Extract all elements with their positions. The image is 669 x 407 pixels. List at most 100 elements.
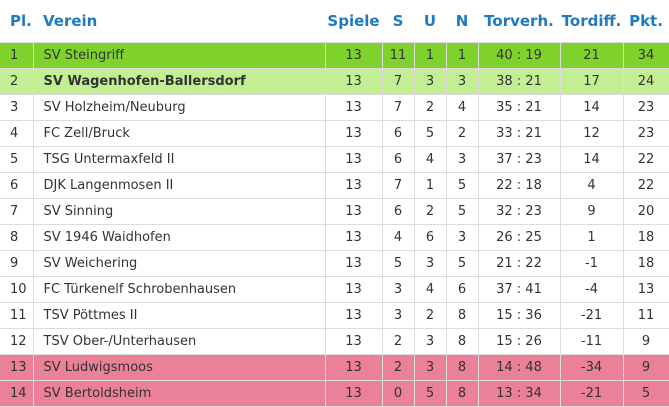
table-cell: 13 — [324, 224, 383, 251]
table-cell: 6 — [381, 146, 415, 173]
table-cell: 1 — [0, 42, 34, 69]
table-row[interactable]: 13 SV Ludwigsmoos 13 2 3 8 14 : 48 -34 9 — [0, 354, 669, 381]
table-cell: 35 : 21 — [477, 94, 561, 121]
table-cell: 9 — [622, 354, 669, 381]
table-cell: 13 — [324, 198, 383, 225]
table-row[interactable]: 10 FC Türkenelf Schrobenhausen 13 3 4 6 37 : 4… — [0, 276, 669, 303]
table-cell: 14 : 48 — [477, 354, 561, 381]
header-row: Pl. Verein Spiele S U N Torverh. Tordiff. Pkt. — [0, 0, 669, 43]
table-row[interactable]: 8 SV 1946 Waidhofen 13 4 6 3 26 : 25 1 18 — [0, 224, 669, 251]
table-cell: 7 — [0, 198, 34, 225]
table-cell: 5 — [381, 250, 415, 277]
table-row[interactable]: 9 SV Weichering 13 5 3 5 21 : 22 -1 18 — [0, 250, 669, 277]
column-header: Verein — [43, 12, 98, 30]
table-cell: 23 — [622, 94, 669, 121]
table-cell: 14 — [0, 380, 34, 407]
table-cell: 2 — [0, 68, 34, 95]
table-cell: 5 — [413, 120, 447, 147]
table-cell: 8 — [0, 224, 34, 251]
table-cell: 13 — [324, 146, 383, 173]
table-cell: 5 — [445, 172, 479, 199]
table-cell: 3 — [381, 302, 415, 329]
table-cell: 8 — [445, 380, 479, 407]
table-cell: 22 : 18 — [477, 172, 561, 199]
table-row[interactable]: 6 DJK Langenmosen II 13 7 1 5 22 : 18 4 22 — [0, 172, 669, 199]
table-cell: 40 : 19 — [477, 42, 561, 69]
table-cell: 3 — [445, 68, 479, 95]
table-cell: 3 — [413, 68, 447, 95]
table-cell: 2 — [381, 328, 415, 355]
table-cell: 13 — [324, 172, 383, 199]
column-header: U — [423, 12, 437, 30]
table-cell: 4 — [413, 276, 447, 303]
table-cell: 33 : 21 — [477, 120, 561, 147]
table-cell: 38 : 21 — [477, 68, 561, 95]
table-cell: 6 — [445, 276, 479, 303]
table-cell: 3 — [413, 328, 447, 355]
table-cell: 32 : 23 — [477, 198, 561, 225]
table-cell: 13 — [324, 302, 383, 329]
table-cell: 18 — [622, 224, 669, 251]
column-header: Tordiff. — [561, 12, 622, 30]
table-cell: 7 — [381, 94, 415, 121]
team-name: SV Bertoldsheim — [32, 380, 326, 407]
table-row[interactable]: 1 SV Steingriff 13 11 1 1 40 : 19 21 34 — [0, 42, 669, 69]
table-cell: 4 — [445, 94, 479, 121]
table-cell: 22 — [622, 146, 669, 173]
table-row[interactable]: 2 SV Wagenhofen-Ballersdorf 13 7 3 3 38 : 21 17… — [0, 68, 669, 95]
table-row[interactable]: 5 TSG Untermaxfeld II 13 6 4 3 37 : 23 14 22 — [0, 146, 669, 173]
table-cell: 2 — [413, 302, 447, 329]
table-cell: 15 : 26 — [477, 328, 561, 355]
table-cell: 13 — [0, 354, 34, 381]
table-cell: -21 — [559, 302, 624, 329]
table-cell: 13 — [324, 328, 383, 355]
team-name: SV Wagenhofen-Ballersdorf — [32, 68, 326, 95]
column-header: S — [392, 12, 404, 30]
table-cell: 6 — [0, 172, 34, 199]
table-cell: 1 — [559, 224, 624, 251]
table-row[interactable]: 7 SV Sinning 13 6 2 5 32 : 23 9 20 — [0, 198, 669, 225]
table-cell: 13 — [324, 380, 383, 407]
team-name: DJK Langenmosen II — [32, 172, 326, 199]
team-name: SV 1946 Waidhofen — [32, 224, 326, 251]
table-cell: 5 — [445, 198, 479, 225]
team-name: TSV Pöttmes II — [32, 302, 326, 329]
table-cell: 13 — [622, 276, 669, 303]
table-row[interactable]: 12 TSV Ober-/Unterhausen 13 2 3 8 15 : 26 -11 9 — [0, 328, 669, 355]
table-cell: 13 — [324, 276, 383, 303]
table-cell: 13 — [324, 354, 383, 381]
table-row[interactable]: 11 TSV Pöttmes II 13 3 2 8 15 : 36 -21 11 — [0, 302, 669, 329]
column-header: Pl. — [10, 12, 32, 30]
table-cell: 4 — [381, 224, 415, 251]
table-cell: 13 — [324, 94, 383, 121]
table-cell: 9 — [0, 250, 34, 277]
table-row[interactable]: 4 FC Zell/Bruck 13 6 5 2 33 : 21 12 23 — [0, 120, 669, 147]
table-cell: 2 — [445, 120, 479, 147]
table-cell: 21 — [559, 42, 624, 69]
table-cell: 37 : 23 — [477, 146, 561, 173]
table-cell: 2 — [413, 94, 447, 121]
table-cell: 8 — [445, 328, 479, 355]
table-cell: -4 — [559, 276, 624, 303]
column-header: Pkt. — [629, 12, 663, 30]
table-cell: 4 — [413, 146, 447, 173]
table-cell: 3 — [381, 276, 415, 303]
table-cell: 20 — [622, 198, 669, 225]
table-row[interactable]: 14 SV Bertoldsheim 13 0 5 8 13 : 34 -21 5 — [0, 380, 669, 407]
table-cell: 6 — [381, 198, 415, 225]
table-cell: 17 — [559, 68, 624, 95]
table-body: 1 SV Steingriff 13 11 1 1 40 : 19 21 34 2 SV Wagen… — [0, 42, 669, 407]
table-cell: 13 — [324, 250, 383, 277]
table-cell: 7 — [381, 172, 415, 199]
table-cell: -1 — [559, 250, 624, 277]
table-cell: 3 — [445, 146, 479, 173]
table-cell: 13 : 34 — [477, 380, 561, 407]
table-cell: 3 — [413, 354, 447, 381]
table-cell: 5 — [622, 380, 669, 407]
table-cell: -21 — [559, 380, 624, 407]
table-cell: 22 — [622, 172, 669, 199]
table-cell: 2 — [381, 354, 415, 381]
table-cell: 10 — [0, 276, 34, 303]
table-row[interactable]: 3 SV Holzheim/Neuburg 13 7 2 4 35 : 21 14 23 — [0, 94, 669, 121]
table-cell: 1 — [413, 172, 447, 199]
